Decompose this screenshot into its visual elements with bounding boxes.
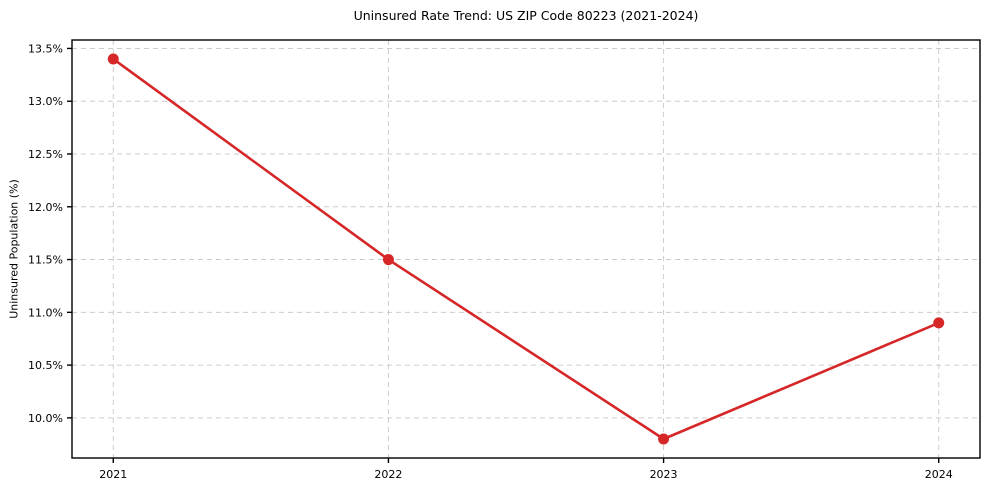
y-tick-label: 10.5%	[28, 359, 63, 372]
trend-line	[111, 57, 941, 441]
y-tick-label: 11.0%	[28, 306, 63, 319]
chart-title: Uninsured Rate Trend: US ZIP Code 80223 …	[353, 8, 699, 23]
y-tick-label: 13.0%	[28, 95, 63, 108]
data-point-marker	[107, 53, 119, 65]
data-point-marker	[382, 254, 394, 266]
y-axis-label: Uninsured Population (%)	[7, 179, 21, 319]
y-tick-label: 11.5%	[28, 254, 63, 267]
y-tick-label: 12.5%	[28, 148, 63, 161]
x-tick-label: 2022	[374, 468, 402, 481]
x-tick-label: 2021	[99, 468, 127, 481]
y-tick-label: 13.5%	[28, 42, 63, 55]
plot-border	[71, 39, 981, 459]
y-tick-label: 12.0%	[28, 201, 63, 214]
data-point-marker	[658, 433, 670, 445]
x-tick-label: 2023	[650, 468, 678, 481]
x-tick-label: 2024	[925, 468, 953, 481]
y-tick-label: 10.0%	[28, 412, 63, 425]
data-point-marker	[933, 317, 945, 329]
